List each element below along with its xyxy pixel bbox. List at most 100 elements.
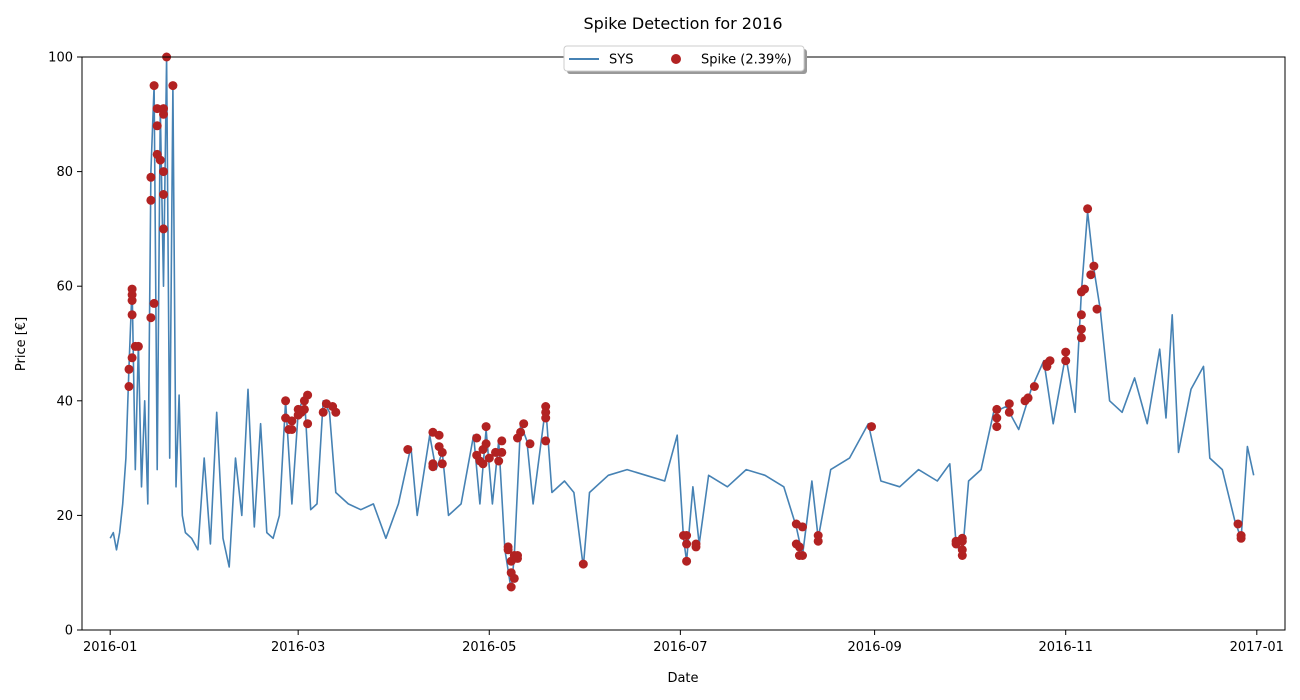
spike-point <box>484 453 494 463</box>
spike-point <box>578 559 588 569</box>
spike-point <box>494 456 504 466</box>
spike-point <box>1089 261 1099 271</box>
spike-point <box>146 195 156 205</box>
spike-point <box>1076 324 1086 334</box>
spike-point <box>1061 347 1071 357</box>
spike-point <box>1042 361 1052 371</box>
y-axis: 0 20 40 60 80 100 <box>48 51 82 639</box>
spike-point <box>497 436 507 446</box>
spike-point <box>516 427 526 437</box>
spike-point <box>127 310 137 320</box>
spike-point <box>124 382 134 391</box>
spike-point <box>1004 399 1014 409</box>
spike-point <box>1004 407 1014 417</box>
spike-point <box>1023 393 1033 403</box>
spike-point <box>682 556 692 566</box>
spike-point <box>1083 204 1093 214</box>
spike-point <box>519 419 529 429</box>
spike-point <box>1029 382 1039 391</box>
spike-point <box>957 536 967 546</box>
spike-point <box>318 407 328 417</box>
chart-title: Spike Detection for 2016 <box>584 14 783 33</box>
spike-point <box>159 190 168 199</box>
spike-point <box>1076 310 1086 320</box>
spike-point <box>1061 356 1071 366</box>
legend-label-sys: SYS <box>609 53 633 68</box>
spike-point <box>124 364 134 374</box>
spike-point <box>434 430 444 440</box>
spike-point <box>287 425 297 434</box>
spike-point <box>682 539 692 549</box>
x-tick-label: 2016-05 <box>462 640 516 655</box>
y-tick-label: 100 <box>48 51 73 66</box>
spike-point <box>957 551 967 560</box>
legend: SYS Spike (2.39%) <box>563 45 807 74</box>
spike-point <box>155 155 165 165</box>
spike-point <box>146 172 156 182</box>
spike-point <box>281 396 291 406</box>
spike-point <box>497 447 507 457</box>
spike-point <box>478 459 488 469</box>
y-tick-label: 80 <box>56 165 73 180</box>
spike-point <box>127 353 137 363</box>
spike-point <box>152 104 162 114</box>
spike-point <box>481 439 491 449</box>
legend-box <box>563 45 805 72</box>
spike-point <box>691 542 701 552</box>
spike-point <box>509 573 519 583</box>
spike-point <box>428 462 438 472</box>
spike-point <box>152 121 162 131</box>
spike-point <box>798 551 807 560</box>
spike-point <box>682 531 692 540</box>
spike-point <box>798 522 807 532</box>
spike-point <box>506 582 516 592</box>
spike-point <box>331 407 341 417</box>
spike-point <box>992 422 1002 432</box>
legend-marker-swatch <box>671 54 681 64</box>
spike-point <box>992 413 1002 423</box>
spike-point <box>168 81 178 91</box>
y-tick-label: 0 <box>65 624 73 639</box>
spike-point <box>303 419 313 429</box>
legend-label-spike: Spike (2.39%) <box>701 53 792 68</box>
spike-point <box>992 404 1002 414</box>
x-tick-label: 2016-01 <box>83 640 137 655</box>
x-axis-title: Date <box>667 671 698 686</box>
plot-area <box>109 52 1255 592</box>
spike-point <box>159 104 168 114</box>
spike-point <box>299 404 309 414</box>
spike-point <box>1086 270 1096 280</box>
spike-point <box>146 313 156 323</box>
y-tick-label: 60 <box>56 280 73 295</box>
spike-point <box>541 413 551 423</box>
spike-point <box>1236 533 1246 543</box>
spike-point <box>133 341 143 351</box>
spike-point <box>149 81 159 91</box>
spike-point <box>1092 304 1102 314</box>
x-tick-label: 2016-07 <box>653 640 707 655</box>
spike-point <box>437 459 447 469</box>
y-axis-title: Price [€] <box>14 317 29 371</box>
spike-point <box>1080 284 1089 294</box>
x-tick-label: 2017-01 <box>1230 640 1284 655</box>
spike-point <box>491 447 500 457</box>
spike-point <box>1076 333 1086 343</box>
spike-point <box>867 422 876 432</box>
spike-point <box>303 390 313 400</box>
spike-point <box>481 422 491 432</box>
series-line-sys <box>109 57 1255 591</box>
spike-point <box>525 439 535 449</box>
spike-point <box>503 545 513 555</box>
x-tick-label: 2016-03 <box>271 640 325 655</box>
y-tick-label: 40 <box>56 394 73 409</box>
spike-point <box>472 433 482 443</box>
y-tick-label: 20 <box>56 509 73 524</box>
spike-point <box>541 436 551 446</box>
spike-point <box>159 167 168 177</box>
spike-point <box>1233 519 1243 529</box>
spike-point <box>794 542 804 552</box>
x-axis: 2016-01 2016-03 2016-05 2016-07 2016-09 2016-… <box>83 630 1284 655</box>
spike-point <box>159 224 168 234</box>
spike-point <box>127 284 137 294</box>
